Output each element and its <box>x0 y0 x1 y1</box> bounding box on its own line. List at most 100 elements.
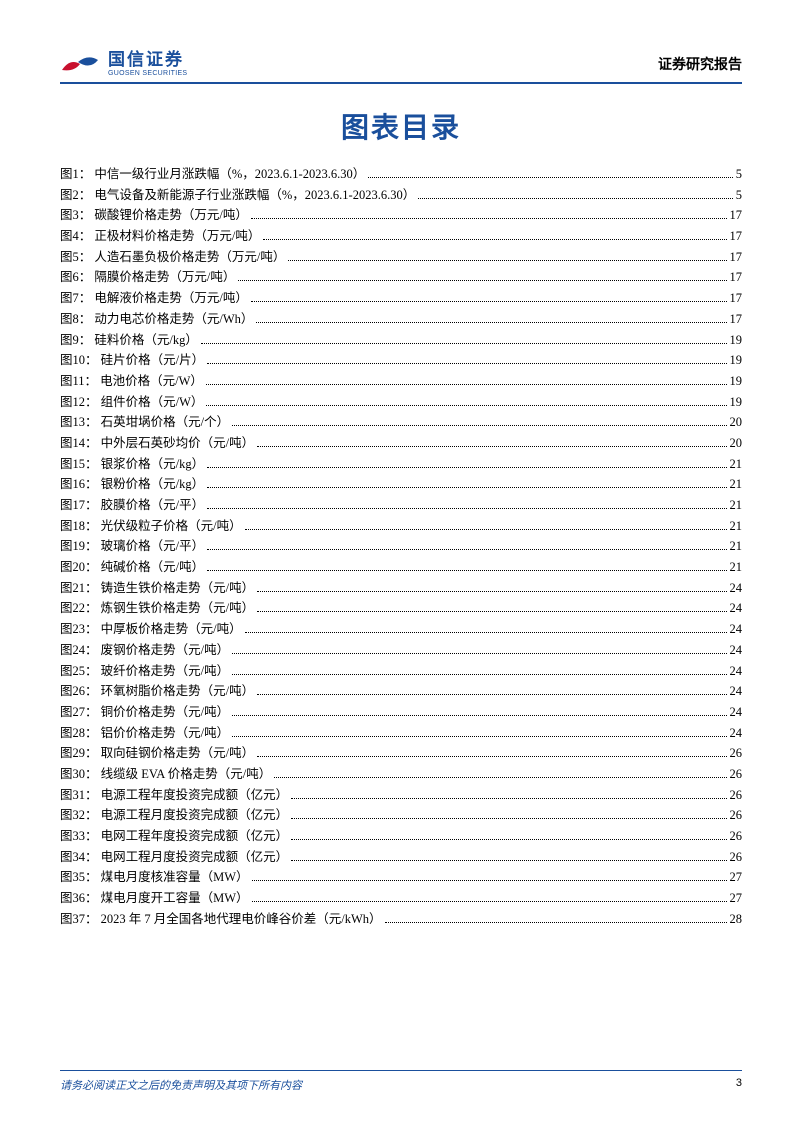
toc-label: 图30： 线缆级 EVA 价格走势（元/吨） <box>60 768 271 781</box>
toc-dots <box>232 418 726 427</box>
toc-label: 图23： 中厚板价格走势（元/吨） <box>60 623 242 636</box>
toc-dots <box>245 521 727 530</box>
toc-dots <box>257 604 726 613</box>
toc-dots <box>257 686 726 695</box>
toc-page: 24 <box>730 727 743 740</box>
toc-row: 图7： 电解液价格走势（万元/吨） 17 <box>60 292 742 305</box>
toc-label: 图14： 中外层石英砂均价（元/吨） <box>60 437 254 450</box>
toc-page: 26 <box>730 789 743 802</box>
toc-label: 图16： 银粉价格（元/kg） <box>60 478 204 491</box>
toc-label: 图32： 电源工程月度投资完成额（亿元） <box>60 809 288 822</box>
toc-row: 图33： 电网工程年度投资完成额（亿元）26 <box>60 830 742 843</box>
toc-row: 图36： 煤电月度开工容量（MW）27 <box>60 892 742 905</box>
page-title: 图表目录 <box>60 106 742 146</box>
toc-dots <box>207 542 726 551</box>
toc-label: 图26： 环氧树脂价格走势（元/吨） <box>60 685 254 698</box>
page-footer: 请务必阅读正文之后的免责声明及其项下所有内容 3 <box>60 1070 742 1093</box>
toc-row: 图5： 人造石墨负极价格走势（万元/吨）17 <box>60 251 742 264</box>
toc-row: 图28： 铝价价格走势（元/吨） 24 <box>60 727 742 740</box>
toc-row: 图19： 玻璃价格（元/平） 21 <box>60 540 742 553</box>
toc-row: 图24： 废钢价格走势（元/吨）24 <box>60 644 742 657</box>
toc-page: 19 <box>730 334 743 347</box>
toc-page: 17 <box>730 251 743 264</box>
toc-label: 图3： 碳酸锂价格走势（万元/吨） <box>60 209 248 222</box>
toc-label: 图4： 正极材料价格走势（万元/吨） <box>60 230 260 243</box>
toc-row: 图15： 银浆价格（元/kg）21 <box>60 458 742 471</box>
toc-page: 17 <box>730 230 743 243</box>
toc-page: 17 <box>730 271 743 284</box>
toc-page: 26 <box>730 768 743 781</box>
toc-row: 图18： 光伏级粒子价格（元/吨） 21 <box>60 520 742 533</box>
toc-row: 图12： 组件价格（元/W）19 <box>60 396 742 409</box>
toc-dots <box>238 273 726 282</box>
toc-row: 图30： 线缆级 EVA 价格走势（元/吨） 26 <box>60 768 742 781</box>
page-header: 国信证券 GUOSEN SECURITIES 证券研究报告 <box>60 50 742 84</box>
toc-page: 17 <box>730 313 743 326</box>
logo-group: 国信证券 GUOSEN SECURITIES <box>60 50 187 78</box>
toc-page: 24 <box>730 706 743 719</box>
toc-page: 5 <box>736 189 742 202</box>
toc-page: 26 <box>730 747 743 760</box>
toc-label: 图34： 电网工程月度投资完成额（亿元） <box>60 851 288 864</box>
toc-label: 图19： 玻璃价格（元/平） <box>60 540 204 553</box>
toc-page: 27 <box>730 871 743 884</box>
toc-page: 21 <box>730 540 743 553</box>
toc-page: 24 <box>730 602 743 615</box>
toc-dots <box>251 211 727 220</box>
logo-icon <box>60 50 100 78</box>
toc-row: 图16： 银粉价格（元/kg） 21 <box>60 478 742 491</box>
footer-disclaimer: 请务必阅读正文之后的免责声明及其项下所有内容 <box>60 1077 302 1093</box>
toc-dots <box>207 355 726 364</box>
toc-label: 图24： 废钢价格走势（元/吨） <box>60 644 229 657</box>
toc-row: 图4： 正极材料价格走势（万元/吨） 17 <box>60 230 742 243</box>
toc-row: 图22： 炼钢生铁价格走势（元/吨）24 <box>60 602 742 615</box>
toc-dots <box>257 749 726 758</box>
toc-dots <box>288 252 726 261</box>
toc-page: 24 <box>730 685 743 698</box>
toc-dots <box>263 231 726 240</box>
toc-label: 图9： 硅料价格（元/kg） <box>60 334 198 347</box>
toc-page: 26 <box>730 851 743 864</box>
logo-text: 国信证券 GUOSEN SECURITIES <box>108 51 187 77</box>
toc-dots <box>291 790 726 799</box>
toc-page: 17 <box>730 292 743 305</box>
toc-label: 图18： 光伏级粒子价格（元/吨） <box>60 520 242 533</box>
toc-page: 21 <box>730 478 743 491</box>
toc-page: 20 <box>730 416 743 429</box>
toc-page: 17 <box>730 209 743 222</box>
toc-page: 24 <box>730 623 743 636</box>
toc-row: 图27： 铜价价格走势（元/吨） 24 <box>60 706 742 719</box>
toc-dots <box>418 190 733 199</box>
page-number: 3 <box>736 1077 742 1093</box>
toc-label: 图17： 胶膜价格（元/平） <box>60 499 204 512</box>
toc-label: 图7： 电解液价格走势（万元/吨） <box>60 292 248 305</box>
toc-label: 图11： 电池价格（元/W） <box>60 375 203 388</box>
toc-label: 图27： 铜价价格走势（元/吨） <box>60 706 229 719</box>
toc-dots <box>201 335 727 344</box>
header-report-type: 证券研究报告 <box>658 54 742 74</box>
toc-dots <box>291 831 726 840</box>
toc-dots <box>207 562 726 571</box>
toc-label: 图15： 银浆价格（元/kg） <box>60 458 204 471</box>
toc-page: 21 <box>730 520 743 533</box>
toc-row: 图35： 煤电月度核准容量（MW）27 <box>60 871 742 884</box>
toc-dots <box>291 852 726 861</box>
toc-dots <box>256 314 726 323</box>
toc-page: 26 <box>730 830 743 843</box>
toc-row: 图23： 中厚板价格走势（元/吨） 24 <box>60 623 742 636</box>
toc-label: 图10： 硅片价格（元/片） <box>60 354 204 367</box>
toc-dots <box>245 624 727 633</box>
toc-label: 图37： 2023 年 7 月全国各地代理电价峰谷价差（元/kWh） <box>60 913 382 926</box>
toc-page: 26 <box>730 809 743 822</box>
toc-dots <box>274 769 726 778</box>
toc-row: 图29： 取向硅钢价格走势（元/吨）26 <box>60 747 742 760</box>
toc-label: 图21： 铸造生铁价格走势（元/吨） <box>60 582 254 595</box>
toc-dots <box>252 893 727 902</box>
toc-page: 24 <box>730 582 743 595</box>
toc-page: 21 <box>730 561 743 574</box>
toc-label: 图36： 煤电月度开工容量（MW） <box>60 892 249 905</box>
toc-dots <box>207 459 726 468</box>
toc-row: 图25： 玻纤价格走势（元/吨）24 <box>60 665 742 678</box>
toc-label: 图28： 铝价价格走势（元/吨） <box>60 727 229 740</box>
toc-row: 图10： 硅片价格（元/片）19 <box>60 354 742 367</box>
